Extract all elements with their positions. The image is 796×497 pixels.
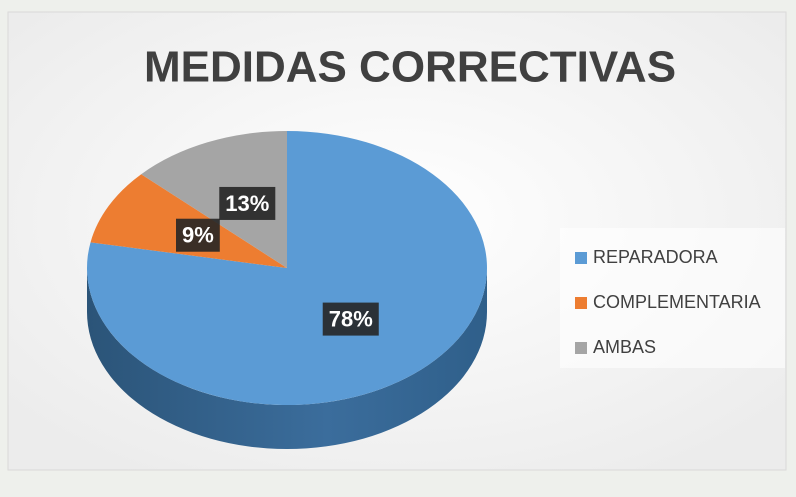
data-label: 78% (329, 307, 373, 332)
data-label-box (322, 302, 379, 336)
data-label-box (219, 186, 276, 220)
pie: 78% 9% 13% (87, 131, 488, 449)
legend-entries: REPARADORA COMPLEMENTARIA AMBAS (575, 247, 761, 357)
data-label: 13% (225, 191, 269, 216)
pie-side (87, 268, 487, 449)
data-label: 9% (182, 223, 214, 248)
legend-label: REPARADORA (593, 247, 718, 267)
data-label-box (176, 218, 220, 252)
legend-label: AMBAS (593, 337, 656, 357)
legend-swatch (575, 342, 587, 354)
legend-label: COMPLEMENTARIA (593, 292, 761, 312)
legend-swatch (575, 297, 587, 309)
legend (560, 228, 785, 368)
chart-title: MEDIDAS CORRECTIVAS (144, 43, 676, 92)
pie-slice (141, 131, 287, 268)
legend-swatch (575, 252, 587, 264)
